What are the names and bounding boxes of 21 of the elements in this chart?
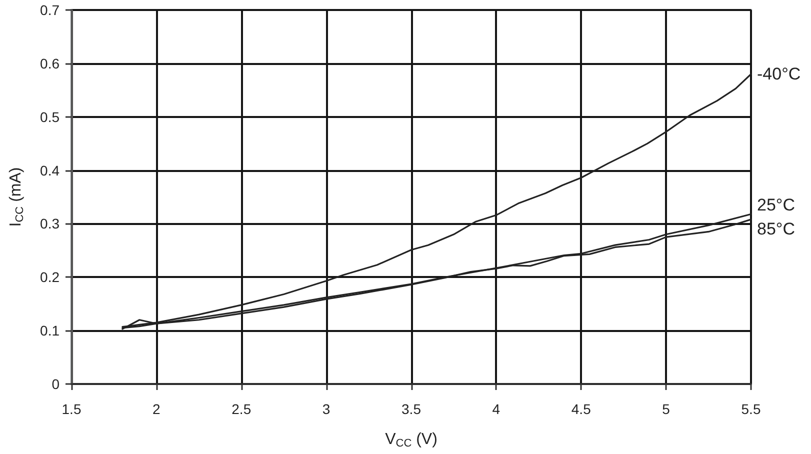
x-tick-label: 2 <box>152 401 161 417</box>
y-tick-label: 0.7 <box>40 2 60 18</box>
series-label: -40°C <box>757 64 801 84</box>
x-tick-label: 4 <box>492 401 500 417</box>
y-tick-label: 0.1 <box>40 322 60 339</box>
x-tick-label: 3 <box>322 401 330 417</box>
y-tick-label: 0.3 <box>40 216 60 232</box>
x-tick-label: 2.5 <box>232 401 252 417</box>
series-label: 85°C <box>757 219 795 238</box>
x-tick-label: 4.5 <box>571 401 592 417</box>
x-tick-label: 1.5 <box>62 401 82 417</box>
y-tick-label: 0.5 <box>40 108 60 125</box>
x-tick-label: 3.5 <box>402 401 422 417</box>
y-tick-label: 0.2 <box>40 269 60 286</box>
x-tick-label: 5 <box>662 401 670 417</box>
x-tick-label: 5.5 <box>741 401 761 417</box>
y-tick-label: 0.4 <box>40 162 60 178</box>
series-label: 25°C <box>757 195 795 214</box>
y-tick-label: 0.6 <box>40 55 60 72</box>
y-axis-title: ICC (mA) <box>8 167 26 227</box>
y-tick-label: 0 <box>52 376 60 392</box>
